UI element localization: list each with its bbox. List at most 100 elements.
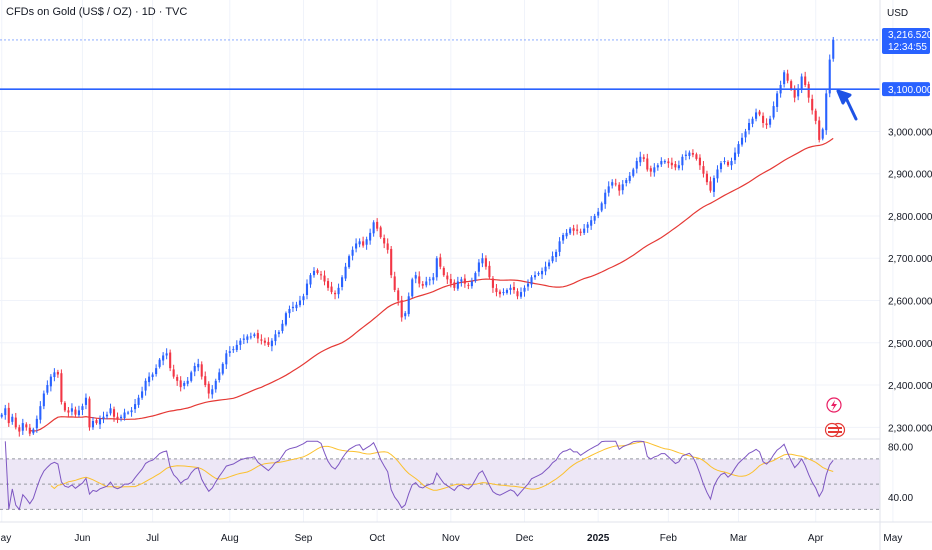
candle[interactable]: [688, 152, 691, 156]
candle[interactable]: [512, 286, 516, 290]
candle[interactable]: [190, 372, 193, 381]
candle[interactable]: [516, 291, 519, 297]
candle[interactable]: [474, 273, 477, 282]
candle[interactable]: [695, 154, 698, 159]
candle[interactable]: [751, 118, 754, 124]
candle[interactable]: [530, 277, 533, 285]
candle[interactable]: [681, 156, 684, 166]
candle[interactable]: [351, 249, 354, 256]
candle[interactable]: [698, 157, 701, 166]
candle[interactable]: [176, 377, 179, 381]
candle[interactable]: [18, 427, 21, 432]
candle[interactable]: [386, 243, 389, 250]
candles[interactable]: [0, 36, 835, 437]
candle[interactable]: [298, 300, 302, 306]
candle[interactable]: [762, 115, 765, 123]
candle[interactable]: [818, 120, 821, 140]
candle[interactable]: [456, 281, 459, 289]
candle[interactable]: [783, 72, 786, 85]
candle[interactable]: [604, 192, 607, 205]
candle[interactable]: [755, 112, 758, 119]
candle[interactable]: [558, 241, 561, 252]
candle[interactable]: [677, 165, 680, 169]
us-flag-event-icon[interactable]: [824, 422, 846, 438]
candle[interactable]: [207, 383, 210, 394]
candle[interactable]: [362, 241, 365, 246]
candle[interactable]: [730, 161, 733, 166]
candle[interactable]: [228, 351, 231, 353]
candle[interactable]: [821, 129, 824, 139]
candle[interactable]: [183, 382, 186, 386]
candle[interactable]: [151, 374, 154, 378]
candle[interactable]: [488, 265, 491, 278]
candle[interactable]: [105, 414, 109, 417]
candle[interactable]: [797, 89, 800, 97]
candle[interactable]: [632, 169, 635, 176]
candle[interactable]: [95, 420, 98, 424]
level-tag[interactable]: 3,100.000: [882, 82, 932, 97]
candle[interactable]: [439, 257, 442, 267]
candle[interactable]: [565, 232, 568, 237]
candle[interactable]: [32, 429, 35, 434]
candle[interactable]: [316, 270, 319, 274]
candle[interactable]: [628, 175, 631, 181]
candle[interactable]: [225, 353, 228, 365]
candle[interactable]: [7, 407, 10, 424]
candle[interactable]: [260, 339, 263, 341]
candle[interactable]: [562, 235, 565, 241]
candle[interactable]: [291, 306, 295, 309]
candle[interactable]: [39, 406, 42, 420]
candle[interactable]: [579, 231, 582, 233]
candle[interactable]: [537, 273, 540, 275]
candle[interactable]: [576, 229, 579, 231]
candle[interactable]: [365, 239, 368, 245]
candle[interactable]: [344, 266, 347, 279]
candle[interactable]: [42, 393, 45, 407]
candle[interactable]: [127, 412, 130, 414]
candle[interactable]: [670, 162, 673, 166]
candle[interactable]: [737, 144, 740, 154]
candle[interactable]: [614, 183, 617, 185]
candle[interactable]: [284, 313, 287, 325]
candle[interactable]: [463, 278, 466, 284]
candle[interactable]: [421, 284, 424, 286]
candle[interactable]: [674, 163, 677, 168]
candle[interactable]: [49, 376, 52, 387]
candle[interactable]: [270, 340, 273, 347]
candle[interactable]: [533, 275, 537, 278]
candle[interactable]: [828, 59, 831, 94]
candle[interactable]: [35, 418, 38, 429]
candle[interactable]: [597, 211, 600, 216]
candle[interactable]: [246, 336, 249, 340]
candle[interactable]: [572, 228, 575, 231]
candle[interactable]: [369, 232, 372, 241]
candle[interactable]: [790, 81, 793, 90]
candle[interactable]: [98, 418, 102, 425]
candle[interactable]: [379, 227, 382, 238]
candle[interactable]: [705, 173, 708, 183]
candle[interactable]: [804, 76, 807, 85]
candle[interactable]: [758, 111, 761, 115]
candle[interactable]: [155, 368, 158, 375]
candle[interactable]: [600, 203, 603, 211]
candle[interactable]: [134, 404, 137, 410]
candle[interactable]: [197, 363, 200, 368]
candle[interactable]: [393, 276, 396, 290]
candle[interactable]: [56, 371, 59, 375]
candle[interactable]: [618, 184, 621, 191]
candle[interactable]: [523, 287, 526, 292]
candle[interactable]: [502, 292, 505, 294]
candle[interactable]: [221, 363, 224, 374]
candle[interactable]: [337, 287, 340, 295]
candle[interactable]: [305, 283, 309, 296]
rsi-axis[interactable]: 80.00 40.00: [888, 442, 913, 503]
candle[interactable]: [77, 410, 80, 416]
candle[interactable]: [498, 291, 501, 295]
candle[interactable]: [740, 137, 744, 145]
candle[interactable]: [548, 262, 551, 267]
candle[interactable]: [684, 154, 687, 156]
candle[interactable]: [505, 289, 509, 293]
candle[interactable]: [400, 300, 403, 318]
candle[interactable]: [744, 131, 747, 138]
candle[interactable]: [383, 237, 386, 244]
